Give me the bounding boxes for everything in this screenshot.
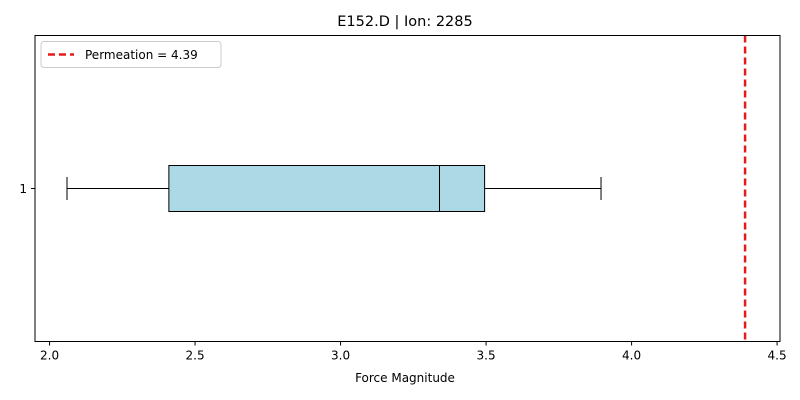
chart-marks [66,35,747,342]
x-tick-label: 2.5 [186,349,205,363]
chart-title: E152.D | Ion: 2285 [337,14,472,30]
y-tick-label: 1 [19,182,27,196]
x-tick-label: 3.5 [477,349,496,363]
legend-label: Permeation = 4.39 [85,48,198,62]
y-axis: 1 [19,182,35,196]
legend: Permeation = 4.39 [40,41,222,68]
x-tick-label: 2.0 [40,349,59,363]
x-tick-label: 3.0 [331,349,350,363]
iqr-box [168,165,486,212]
x-tick-label: 4.0 [622,349,641,363]
legend-frame [40,41,222,68]
x-tick-label: 4.5 [768,349,787,363]
x-axis: 2.0 2.5 3.0 3.5 4.0 4.5 [40,341,787,363]
x-axis-label: Force Magnitude [355,371,455,385]
